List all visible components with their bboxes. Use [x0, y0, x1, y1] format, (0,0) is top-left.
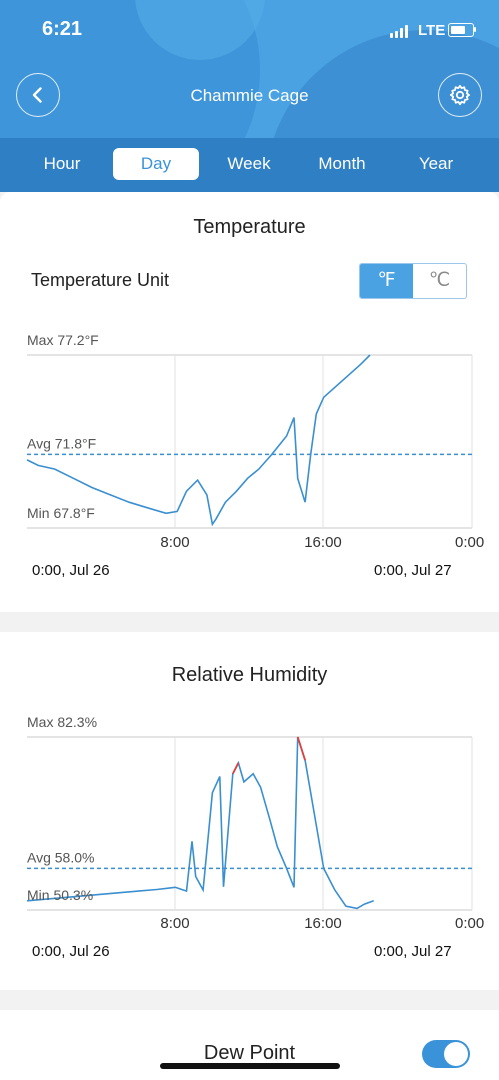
x-tick-label: 16:00	[304, 915, 342, 932]
min-label: Min 50.3%	[27, 887, 93, 903]
status-time: 6:21	[42, 18, 83, 40]
max-label: Max 77.2°F	[27, 332, 99, 348]
tab-hour[interactable]: Hour	[43, 154, 81, 173]
alert-segment	[232, 762, 240, 775]
tab-month[interactable]: Month	[318, 154, 366, 173]
chevron-left-icon	[32, 87, 42, 103]
header: 6:21 LTE Chammie Cage Hour Day Week Mont…	[0, 0, 499, 192]
tab-day[interactable]: Day	[113, 148, 199, 180]
home-indicator	[160, 1063, 340, 1069]
network-label: LTE	[418, 22, 446, 39]
x-tick-label: 8:00	[160, 915, 189, 932]
back-button[interactable]	[16, 73, 60, 117]
start-date-label: 0:00, Jul 26	[32, 943, 110, 960]
x-tick-label: 8:00	[160, 534, 189, 551]
page-title: Chammie Cage	[190, 86, 309, 105]
avg-label: Avg 71.8°F	[27, 435, 96, 451]
gear-icon	[449, 84, 470, 106]
period-tabs: Hour Day Week Month Year	[0, 138, 499, 192]
start-date-label: 0:00, Jul 26	[32, 562, 110, 579]
fahrenheit-option[interactable]: ℉	[360, 264, 413, 298]
min-label: Min 67.8°F	[27, 505, 95, 521]
temperature-unit-toggle: ℉ ℃	[359, 263, 467, 299]
end-date-label: 0:00, Jul 27	[374, 943, 452, 960]
end-date-label: 0:00, Jul 27	[374, 562, 452, 579]
alert-segment	[296, 736, 306, 761]
celsius-option[interactable]: ℃	[428, 270, 451, 291]
humidity-series-line	[26, 736, 374, 910]
dew-point-card: Dew Point	[0, 1010, 499, 1080]
humidity-alert-segments	[232, 736, 306, 775]
temperature-chart: Max 77.2°F Avg 71.8°F Min 67.8°F 8:00 16…	[26, 332, 484, 551]
tab-year[interactable]: Year	[418, 154, 454, 173]
settings-button[interactable]	[438, 73, 482, 117]
avg-label: Avg 58.0%	[27, 849, 94, 865]
humidity-chart: Max 82.3% Avg 58.0% Min 50.3% 8:00 16:00…	[26, 714, 484, 932]
temperature-series-line	[26, 354, 371, 527]
humidity-card: Relative Humidity Max 82.3% Avg 58.0% Mi…	[0, 632, 499, 990]
x-tick-label: 0:00	[455, 915, 484, 932]
signal-icon	[390, 24, 408, 38]
temperature-unit-label: Temperature Unit	[31, 270, 170, 290]
temperature-card: Temperature Temperature Unit ℉ ℃ Max 77.…	[0, 192, 499, 612]
temperature-title: Temperature	[193, 216, 306, 238]
dew-point-title: Dew Point	[203, 1042, 296, 1064]
x-tick-label: 0:00	[455, 534, 484, 551]
dew-point-toggle[interactable]	[422, 1040, 470, 1068]
battery-icon	[448, 23, 476, 37]
humidity-title: Relative Humidity	[171, 664, 328, 686]
x-tick-label: 16:00	[304, 534, 342, 551]
toggle-knob	[444, 1042, 468, 1066]
max-label: Max 82.3%	[27, 714, 97, 730]
tab-week[interactable]: Week	[227, 154, 271, 173]
